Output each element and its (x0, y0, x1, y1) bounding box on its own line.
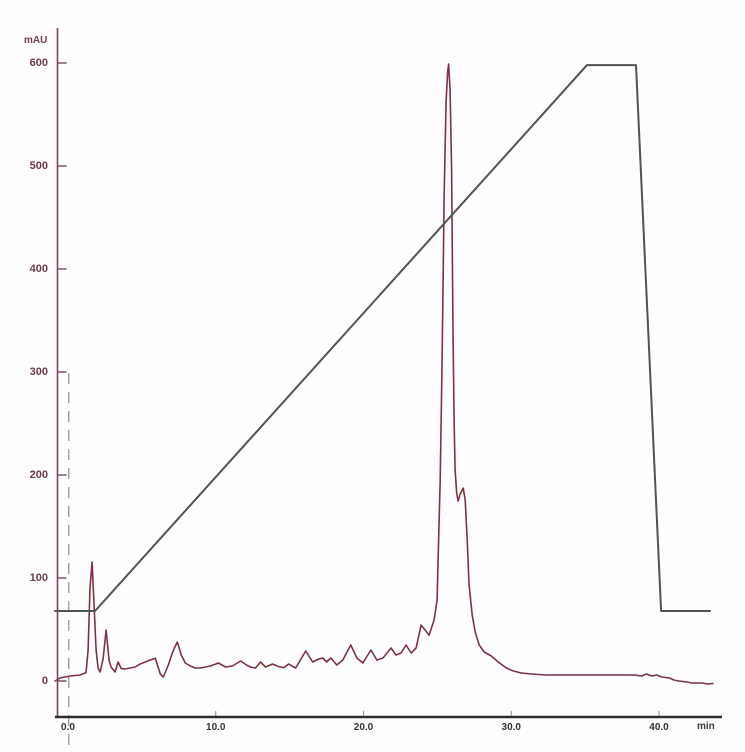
uv-absorbance-trace (54, 63, 714, 685)
x-tick-label: 30.0 (501, 722, 521, 733)
y-tick-label: 600 (29, 56, 48, 69)
y-tick-label: 500 (29, 159, 48, 172)
x-tick-label: 10.0 (206, 722, 226, 733)
x-tick-label: 0.0 (61, 722, 75, 733)
y-tick-label: 100 (29, 571, 48, 584)
gradient-profile-line (54, 64, 711, 612)
y-tick-label: 200 (29, 468, 48, 481)
x-axis-unit-label: min (697, 721, 715, 732)
y-tick-label: 400 (29, 262, 48, 275)
y-axis-unit-label: mAU (24, 35, 48, 46)
y-tick-label: 0 (41, 674, 48, 687)
x-tick-label: 20.0 (353, 722, 374, 733)
y-tick-label: 300 (29, 365, 48, 378)
x-tick-label: 40.0 (649, 722, 669, 733)
